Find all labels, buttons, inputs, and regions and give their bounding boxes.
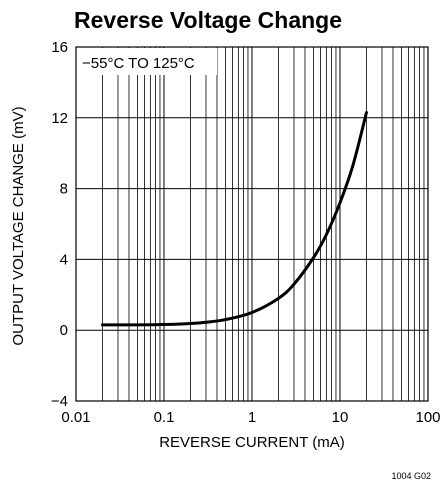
y-tick-label: 8 bbox=[60, 181, 68, 198]
y-tick-label: −4 bbox=[51, 393, 68, 410]
x-tick-label: 0.01 bbox=[61, 409, 90, 426]
y-tick-label: 12 bbox=[51, 110, 68, 127]
y-tick-label: 0 bbox=[60, 322, 68, 339]
y-tick-label: 4 bbox=[60, 251, 68, 268]
series-line bbox=[100, 110, 368, 327]
x-tick-labels: 0.01 0.1 1 10 100 bbox=[61, 409, 440, 426]
y-axis-label: OUTPUT VOLTAGE CHANGE (mV) bbox=[10, 106, 27, 345]
y-tick-labels: −4 0 4 8 12 16 bbox=[51, 39, 68, 410]
x-tick-label: 0.1 bbox=[154, 409, 175, 426]
x-axis-label: REVERSE CURRENT (mA) bbox=[159, 434, 345, 451]
figure-id: 1004 G02 bbox=[391, 471, 431, 481]
x-tick-label: 100 bbox=[415, 409, 440, 426]
x-tick-label: 1 bbox=[248, 409, 256, 426]
series bbox=[100, 110, 368, 327]
x-tick-label: 10 bbox=[332, 409, 349, 426]
grid bbox=[76, 47, 428, 401]
chart-title: Reverse Voltage Change bbox=[74, 7, 342, 33]
y-tick-label: 16 bbox=[51, 39, 68, 56]
annotation-group: −55°C TO 125°C bbox=[77, 48, 217, 75]
temperature-range-annotation: −55°C TO 125°C bbox=[82, 55, 195, 72]
annotation-background bbox=[77, 48, 217, 75]
plot-frame bbox=[75, 46, 429, 402]
